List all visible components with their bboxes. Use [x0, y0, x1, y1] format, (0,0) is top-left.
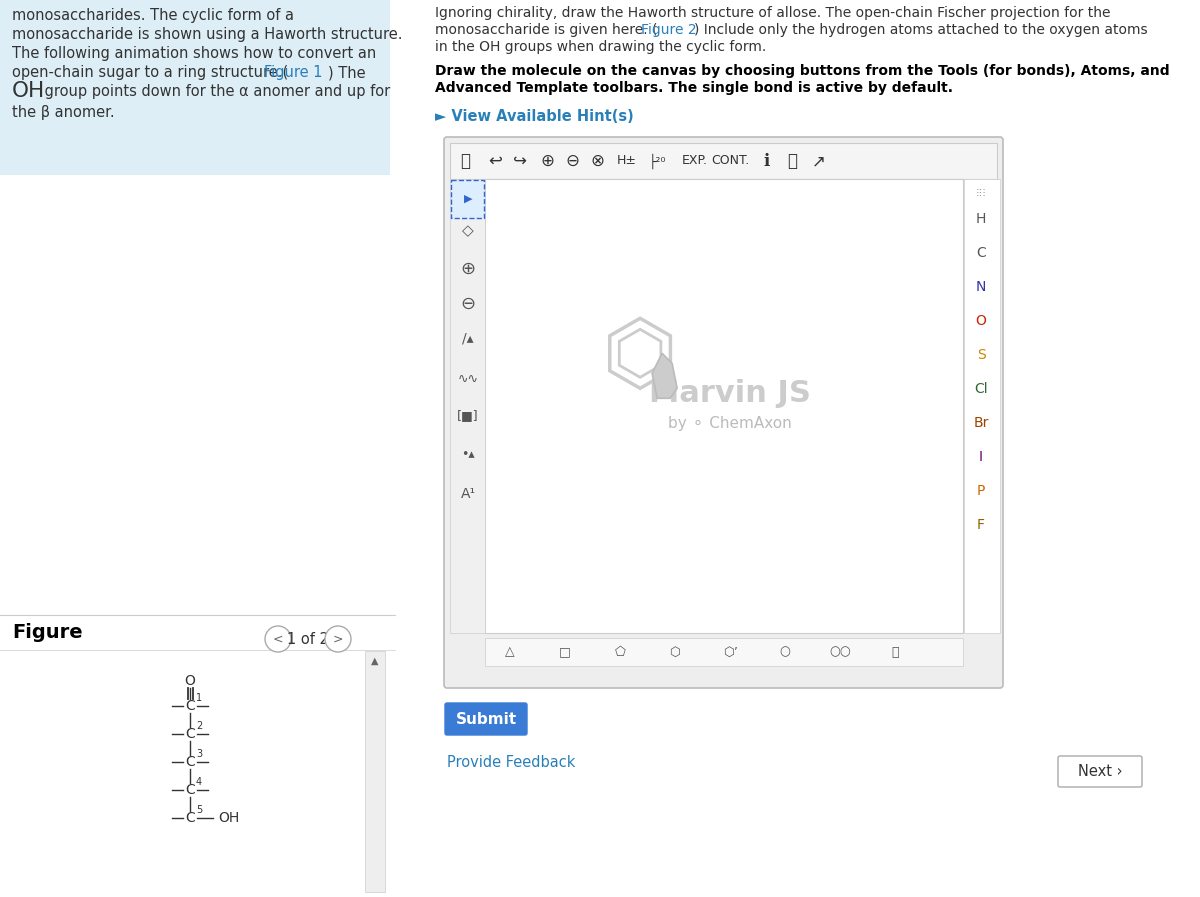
- Text: ├²⁰: ├²⁰: [648, 153, 666, 169]
- Text: ▲: ▲: [371, 656, 379, 666]
- Text: 3: 3: [196, 749, 202, 759]
- Text: Draw the molecule on the canvas by choosing buttons from the Tools (for bonds), : Draw the molecule on the canvas by choos…: [436, 64, 1170, 78]
- Text: ↗: ↗: [812, 152, 826, 170]
- Text: group points down for the α anomer and up for: group points down for the α anomer and u…: [40, 84, 390, 99]
- Text: ⁝⁝⁝: ⁝⁝⁝: [976, 189, 986, 199]
- Text: ⬠: ⬠: [614, 646, 625, 658]
- Text: C: C: [185, 727, 194, 741]
- Text: ○: ○: [780, 646, 791, 658]
- Text: Next ›: Next ›: [1078, 764, 1122, 779]
- Text: ○○: ○○: [829, 646, 851, 658]
- Text: ⊕: ⊕: [461, 260, 475, 278]
- FancyBboxPatch shape: [444, 137, 1003, 688]
- Text: Cl: Cl: [974, 382, 988, 396]
- Text: Figure 2: Figure 2: [641, 23, 697, 37]
- Text: C: C: [185, 755, 194, 769]
- Text: N: N: [976, 280, 986, 294]
- Text: in the OH groups when drawing the cyclic form.: in the OH groups when drawing the cyclic…: [436, 40, 767, 54]
- Text: ↩: ↩: [488, 152, 502, 170]
- Text: C: C: [185, 783, 194, 797]
- FancyBboxPatch shape: [964, 179, 1000, 633]
- Text: open-chain sugar to a ring structure.(: open-chain sugar to a ring structure.(: [12, 65, 288, 80]
- Text: Marvin JS: Marvin JS: [649, 379, 811, 408]
- Text: Ignoring chirality, draw the Haworth structure of allose. The open-chain Fischer: Ignoring chirality, draw the Haworth str…: [436, 6, 1110, 20]
- FancyBboxPatch shape: [365, 651, 385, 892]
- Text: O: O: [976, 314, 986, 328]
- Text: 5: 5: [196, 805, 203, 815]
- Text: ▶: ▶: [463, 194, 473, 204]
- Circle shape: [265, 626, 292, 652]
- Text: ) The: ) The: [328, 65, 366, 80]
- Text: O: O: [185, 674, 196, 688]
- Text: Figure 1: Figure 1: [264, 65, 323, 80]
- Text: <: <: [272, 632, 283, 646]
- Text: ⊗: ⊗: [590, 152, 604, 170]
- Text: I: I: [979, 450, 983, 464]
- FancyBboxPatch shape: [0, 0, 390, 175]
- Text: △: △: [505, 646, 515, 658]
- Text: the β anomer.: the β anomer.: [12, 105, 115, 120]
- Text: ❓: ❓: [787, 152, 797, 170]
- FancyBboxPatch shape: [445, 703, 527, 735]
- Text: ⫕: ⫕: [892, 646, 899, 658]
- FancyBboxPatch shape: [450, 143, 997, 179]
- Text: 1: 1: [196, 693, 202, 703]
- Text: P: P: [977, 484, 985, 498]
- Text: EXP.: EXP.: [682, 154, 708, 168]
- Text: ) Include only the hydrogen atoms attached to the oxygen atoms: ) Include only the hydrogen atoms attach…: [694, 23, 1147, 37]
- Text: Advanced Template toolbars. The single bond is active by default.: Advanced Template toolbars. The single b…: [436, 81, 953, 95]
- Text: ◇: ◇: [462, 223, 474, 239]
- Text: ↪: ↪: [514, 152, 527, 170]
- Text: 2: 2: [196, 721, 203, 731]
- Text: C: C: [185, 811, 194, 825]
- Text: •▴: •▴: [461, 448, 475, 460]
- Text: S: S: [977, 348, 985, 362]
- Text: F: F: [977, 518, 985, 532]
- FancyBboxPatch shape: [1058, 756, 1142, 787]
- Text: Submit: Submit: [456, 711, 516, 727]
- Text: ► View Available Hint(s): ► View Available Hint(s): [436, 109, 634, 124]
- Text: H±: H±: [617, 154, 637, 168]
- Text: ∿∿: ∿∿: [457, 372, 479, 386]
- Text: A¹: A¹: [461, 487, 475, 501]
- Text: OH: OH: [218, 811, 239, 825]
- Text: □: □: [559, 646, 571, 658]
- Text: /▴: /▴: [462, 332, 474, 346]
- Text: C: C: [976, 246, 986, 260]
- Text: ⊖: ⊖: [565, 152, 578, 170]
- FancyBboxPatch shape: [0, 651, 365, 892]
- Text: Figure: Figure: [12, 623, 83, 642]
- Text: monosaccharide is shown using a Haworth structure.: monosaccharide is shown using a Haworth …: [12, 27, 402, 42]
- FancyBboxPatch shape: [450, 179, 485, 633]
- Circle shape: [325, 626, 352, 652]
- Text: monosaccharides. The cyclic form of a: monosaccharides. The cyclic form of a: [12, 8, 294, 23]
- FancyBboxPatch shape: [485, 179, 964, 633]
- Text: by ⚬ ChemAxon: by ⚬ ChemAxon: [668, 416, 792, 431]
- Text: C: C: [185, 699, 194, 713]
- Text: Provide Feedback: Provide Feedback: [446, 755, 575, 770]
- Text: CONT.: CONT.: [710, 154, 749, 168]
- Text: ⊕: ⊕: [540, 152, 554, 170]
- Text: ℹ: ℹ: [764, 152, 770, 170]
- Text: ⊖: ⊖: [461, 295, 475, 313]
- Text: ⬡’: ⬡’: [722, 646, 738, 658]
- Text: monosaccharide is given here. (: monosaccharide is given here. (: [436, 23, 658, 37]
- Text: H: H: [976, 212, 986, 226]
- FancyBboxPatch shape: [451, 180, 484, 218]
- Text: 📄: 📄: [460, 152, 470, 170]
- Text: ⬡: ⬡: [670, 646, 680, 658]
- Text: The following animation shows how to convert an: The following animation shows how to con…: [12, 46, 377, 61]
- Text: 4: 4: [196, 777, 202, 787]
- FancyBboxPatch shape: [485, 638, 964, 666]
- Text: 1 of 2: 1 of 2: [287, 631, 329, 647]
- Text: Br: Br: [973, 416, 989, 430]
- Text: OH: OH: [12, 81, 46, 101]
- Text: [■]: [■]: [457, 410, 479, 422]
- Text: >: >: [332, 632, 343, 646]
- Polygon shape: [652, 353, 677, 398]
